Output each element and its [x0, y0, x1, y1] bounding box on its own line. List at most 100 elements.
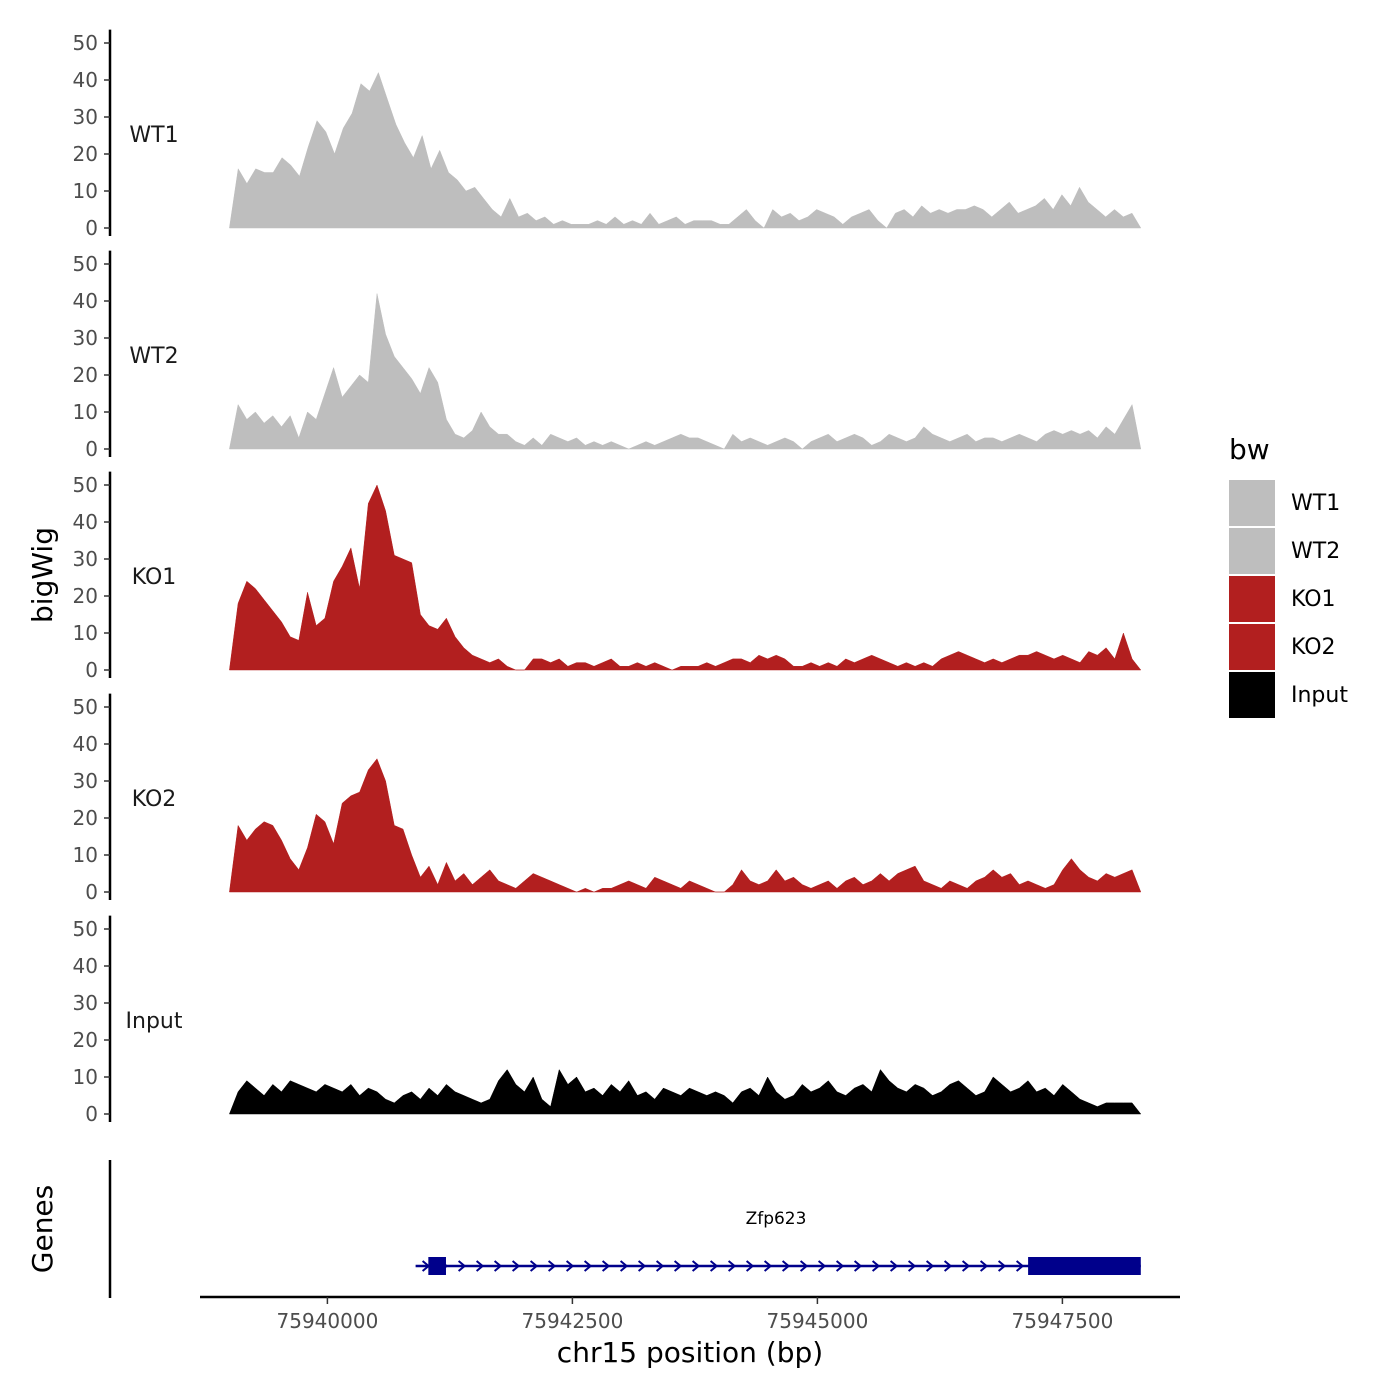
y-tick-label: 20 [73, 1028, 98, 1052]
gene-exon-1 [428, 1257, 446, 1275]
gene-strand-arrow [673, 1260, 683, 1272]
legend-swatch-ko2 [1229, 624, 1275, 670]
gene-strand-arrow [601, 1260, 611, 1272]
track-label-wt2: WT2 [129, 344, 178, 369]
y-tick-label: 20 [73, 363, 98, 387]
track-ko1-signal-area [229, 484, 1142, 671]
x-tick-label: 75945000 [767, 1309, 869, 1333]
y-axis-title: bigWig [26, 527, 59, 623]
gene-strand-arrow [781, 1260, 791, 1272]
gene-strand-arrow [583, 1260, 593, 1272]
legend-swatch-input [1229, 672, 1275, 718]
track-wt2-signal-area [229, 293, 1142, 450]
y-tick-label: 0 [85, 216, 98, 240]
gene-exon-2 [1028, 1257, 1141, 1275]
y-tick-label: 50 [73, 473, 98, 497]
gene-strand-arrow [457, 1260, 467, 1272]
x-axis-title: chr15 position (bp) [557, 1336, 823, 1369]
y-tick-label: 40 [73, 732, 98, 756]
gene-strand-arrow [709, 1260, 719, 1272]
y-tick-label: 10 [73, 400, 98, 424]
gene-strand-arrow [619, 1260, 629, 1272]
gene-strand-arrow [889, 1260, 899, 1272]
gene-strand-arrow [997, 1260, 1007, 1272]
legend-label-ko2: KO2 [1291, 635, 1336, 660]
tracks: 0 10 20 30 40 50 WT1 0 10 20 30 40 50 WT2 0 10 20 30 40 50 K… [73, 29, 1142, 1126]
gene-strand-arrow [925, 1260, 935, 1272]
y-tick-label: 40 [73, 510, 98, 534]
genes-axis-title: Genes [26, 1185, 59, 1273]
x-tick-label: 75942500 [522, 1309, 624, 1333]
track-label-input: Input [126, 1009, 183, 1034]
gene-strand-arrow [475, 1260, 485, 1272]
x-tick-label: 75940000 [277, 1309, 379, 1333]
y-tick-label: 0 [85, 1102, 98, 1126]
y-tick-label: 30 [73, 105, 98, 129]
gene-strand-arrow [763, 1260, 773, 1272]
gene-strand-arrow [529, 1260, 539, 1272]
legend-label-ko1: KO1 [1291, 587, 1336, 612]
track-wt2: 0 10 20 30 40 50 WT2 [73, 250, 1142, 461]
y-tick-label: 20 [73, 806, 98, 830]
y-tick-label: 20 [73, 142, 98, 166]
legend-title: bw [1229, 433, 1270, 466]
y-tick-label: 30 [73, 769, 98, 793]
gene-strand-arrow [655, 1260, 665, 1272]
x-axis: 75940000 75942500 75945000 75947500 [200, 1295, 1180, 1333]
track-wt1: 0 10 20 30 40 50 WT1 [73, 29, 1142, 240]
gene-strand-arrow [943, 1260, 953, 1272]
gene-strand-arrow [871, 1260, 881, 1272]
y-tick-label: 0 [85, 437, 98, 461]
y-tick-label: 40 [73, 954, 98, 978]
legend-swatch-ko1 [1229, 576, 1275, 622]
gene-strand-arrow [691, 1260, 701, 1272]
gene-strand-arrow [799, 1260, 809, 1272]
legend-label-wt2: WT2 [1291, 539, 1340, 564]
track-input: 0 10 20 30 40 50 Input [73, 915, 1142, 1126]
track-label-wt1: WT1 [129, 123, 178, 148]
legend-label-wt1: WT1 [1291, 491, 1340, 516]
y-tick-label: 30 [73, 547, 98, 571]
y-tick-label: 50 [73, 695, 98, 719]
track-ko2: 0 10 20 30 40 50 KO2 [73, 693, 1142, 904]
y-tick-label: 10 [73, 179, 98, 203]
legend-swatch-wt2 [1229, 528, 1275, 574]
x-tick-label: 75947500 [1012, 1309, 1114, 1333]
y-tick-label: 10 [73, 621, 98, 645]
legend-label-input: Input [1291, 683, 1348, 708]
gene-strand-arrow [961, 1260, 971, 1272]
y-tick-label: 0 [85, 880, 98, 904]
gene-name-label: Zfp623 [746, 1209, 807, 1229]
gene-strand-arrow [835, 1260, 845, 1272]
gene-strand-arrow [1015, 1260, 1025, 1272]
gene-panel: Zfp623 [108, 1160, 1141, 1298]
gene-strand-arrow [511, 1260, 521, 1272]
track-label-ko2: KO2 [132, 787, 177, 812]
gene-strand-arrow [493, 1260, 503, 1272]
track-ko2-signal-area [229, 758, 1142, 893]
legend-swatch-wt1 [1229, 480, 1275, 526]
y-tick-label: 50 [73, 917, 98, 941]
track-input-signal-area [229, 1069, 1142, 1115]
y-tick-label: 40 [73, 68, 98, 92]
legend: bw WT1 WT2 KO1 KO2 Input [1229, 433, 1348, 718]
gene-strand-arrow [853, 1260, 863, 1272]
gene-strand-arrow [817, 1260, 827, 1272]
y-tick-label: 30 [73, 991, 98, 1015]
y-tick-label: 40 [73, 289, 98, 313]
y-tick-label: 10 [73, 1065, 98, 1089]
y-tick-label: 50 [73, 31, 98, 55]
track-wt1-signal-area [229, 72, 1142, 229]
y-tick-label: 10 [73, 843, 98, 867]
y-tick-label: 20 [73, 584, 98, 608]
gene-strand-arrow [745, 1260, 755, 1272]
track-label-ko1: KO1 [132, 565, 177, 590]
track-ko1: 0 10 20 30 40 50 KO1 [73, 471, 1142, 682]
gene-strand-arrow [547, 1260, 557, 1272]
gene-strand-arrow [979, 1260, 989, 1272]
y-tick-label: 0 [85, 658, 98, 682]
gene-strand-arrow [907, 1260, 917, 1272]
y-tick-label: 50 [73, 252, 98, 276]
y-tick-label: 30 [73, 326, 98, 350]
